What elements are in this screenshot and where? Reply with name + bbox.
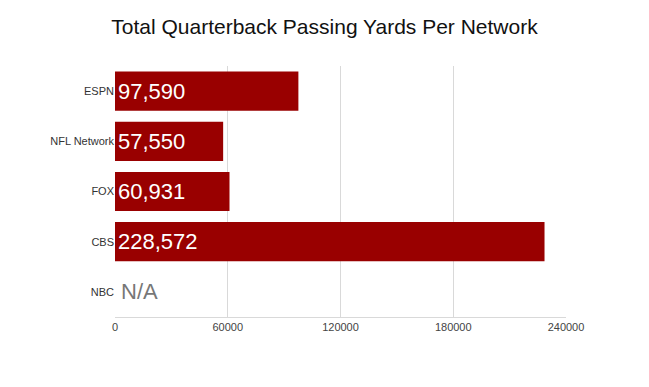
- svg-text:Total Quarterback Passing Yard: Total Quarterback Passing Yards Per Netw…: [111, 15, 538, 38]
- svg-text:ESPN: ESPN: [84, 85, 114, 97]
- svg-text:60000: 60000: [212, 321, 243, 333]
- svg-text:228,572: 228,572: [118, 229, 198, 254]
- svg-text:FOX: FOX: [91, 185, 114, 197]
- svg-text:60,931: 60,931: [118, 179, 185, 204]
- svg-text:240000: 240000: [548, 321, 585, 333]
- svg-text:180000: 180000: [435, 321, 472, 333]
- svg-text:57,550: 57,550: [118, 129, 185, 154]
- svg-text:97,590: 97,590: [118, 79, 185, 104]
- svg-text:NBC: NBC: [91, 286, 114, 298]
- svg-text:NFL Network: NFL Network: [50, 135, 114, 147]
- svg-text:0: 0: [112, 321, 118, 333]
- svg-text:120000: 120000: [322, 321, 359, 333]
- svg-text:N/A: N/A: [121, 279, 158, 304]
- svg-text:CBS: CBS: [91, 236, 114, 248]
